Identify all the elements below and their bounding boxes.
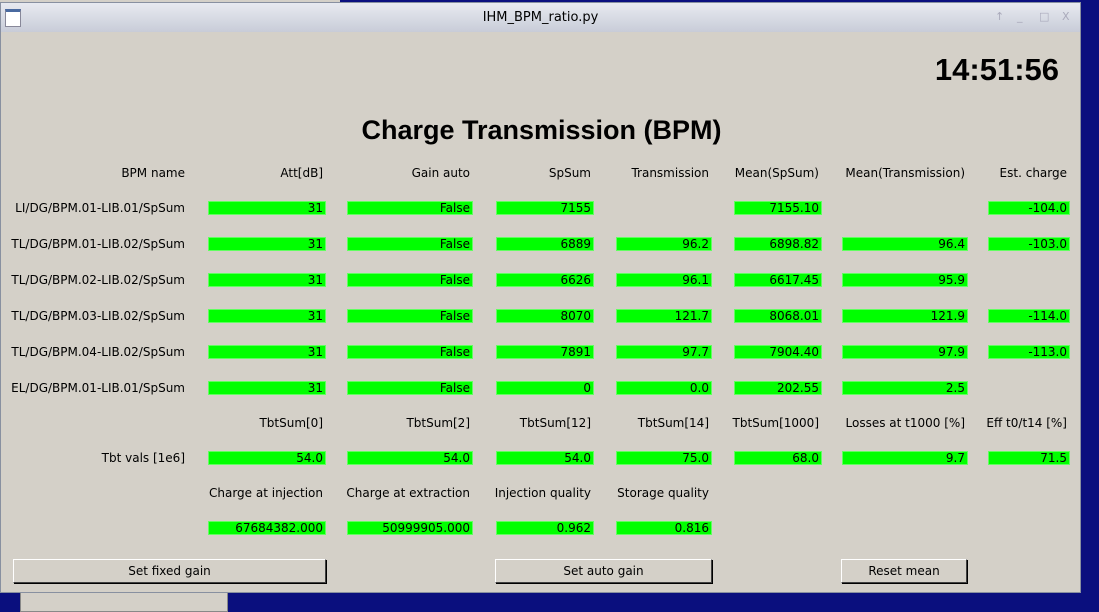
value-field: 8068.01 — [735, 310, 821, 322]
value-field: False — [348, 346, 472, 358]
background-window — [20, 590, 228, 612]
value-field: 0.0 — [617, 382, 711, 394]
column-header: Att[dB] — [280, 166, 323, 180]
column-header: SpSum — [548, 166, 591, 180]
tbt-value-field: 9.7 — [843, 452, 967, 464]
value-field: 31 — [209, 346, 325, 358]
value-field: 7891 — [497, 346, 593, 358]
value-field: 202.55 — [735, 382, 821, 394]
minimize-icon[interactable]: _ — [1017, 10, 1023, 23]
value-field: 31 — [209, 238, 325, 250]
bpm-name-label: TL/DG/BPM.04-LIB.02/SpSum — [11, 345, 185, 359]
value-field: False — [348, 274, 472, 286]
charge-value-field: 0.816 — [617, 522, 711, 534]
bpm-name-label: LI/DG/BPM.01-LIB.01/SpSum — [15, 201, 185, 215]
charge-value-field: 67684382.000 — [209, 522, 325, 534]
charge-value-field: 0.962 — [497, 522, 593, 534]
column-header: Gain auto — [411, 166, 470, 180]
value-field: False — [348, 202, 472, 214]
bpm-name-label: TL/DG/BPM.01-LIB.02/SpSum — [11, 237, 185, 251]
tbt-header: TbtSum[2] — [406, 416, 470, 430]
shade-icon[interactable]: ↑ — [995, 10, 1005, 23]
value-field: 31 — [209, 310, 325, 322]
bpm-name-label: EL/DG/BPM.01-LIB.01/SpSum — [11, 381, 185, 395]
column-header: BPM name — [121, 166, 185, 180]
value-field: 96.4 — [843, 238, 967, 250]
value-field: 31 — [209, 202, 325, 214]
bpm-name-label: TL/DG/BPM.02-LIB.02/SpSum — [11, 273, 185, 287]
title-bar[interactable]: IHM_BPM_ratio.py ↑ _ □ X — [1, 3, 1080, 32]
value-field: 31 — [209, 274, 325, 286]
tbt-header: Losses at t1000 [%] — [845, 416, 965, 430]
value-field: 31 — [209, 382, 325, 394]
value-field: 95.9 — [843, 274, 967, 286]
column-header: Mean(SpSum) — [734, 166, 819, 180]
value-field: 8070 — [497, 310, 593, 322]
tbt-value-field: 75.0 — [617, 452, 711, 464]
column-header: Transmission — [631, 166, 709, 180]
app-window: IHM_BPM_ratio.py ↑ _ □ X 14:51:56 Charge… — [0, 2, 1081, 593]
value-field: 6626 — [497, 274, 593, 286]
charge-header: Charge at injection — [209, 486, 323, 500]
column-header: Est. charge — [999, 166, 1067, 180]
charge-value-field: 50999905.000 — [348, 522, 472, 534]
tbt-header: TbtSum[1000] — [732, 416, 819, 430]
charge-header: Injection quality — [494, 486, 591, 500]
charge-header: Storage quality — [617, 486, 709, 500]
value-field: 0 — [497, 382, 593, 394]
value-field: 7904.40 — [735, 346, 821, 358]
value-field: -103.0 — [989, 238, 1069, 250]
value-field: 6617.45 — [735, 274, 821, 286]
value-field: 6898.82 — [735, 238, 821, 250]
bpm-name-label: TL/DG/BPM.03-LIB.02/SpSum — [11, 309, 185, 323]
tbt-value-field: 54.0 — [348, 452, 472, 464]
value-field: 7155.10 — [735, 202, 821, 214]
value-field: 121.9 — [843, 310, 967, 322]
background-window — [0, 0, 340, 3]
value-field: 97.7 — [617, 346, 711, 358]
tbt-value-field: 54.0 — [209, 452, 325, 464]
set-fixed-gain-button[interactable]: Set fixed gain — [13, 559, 326, 583]
value-field: 96.2 — [617, 238, 711, 250]
app-icon[interactable] — [5, 9, 21, 27]
tbt-row-label: Tbt vals [1e6] — [101, 451, 185, 465]
value-field: False — [348, 238, 472, 250]
tbt-header: TbtSum[14] — [637, 416, 709, 430]
value-field: 121.7 — [617, 310, 711, 322]
value-field: False — [348, 382, 472, 394]
value-field: 97.9 — [843, 346, 967, 358]
column-header: Mean(Transmission) — [845, 166, 965, 180]
set-auto-gain-button[interactable]: Set auto gain — [495, 559, 712, 583]
maximize-icon[interactable]: □ — [1039, 10, 1050, 23]
tbt-header: Eff t0/t14 [%] — [986, 416, 1067, 430]
charge-header: Charge at extraction — [346, 486, 470, 500]
tbt-header: TbtSum[0] — [259, 416, 323, 430]
reset-mean-button[interactable]: Reset mean — [841, 559, 967, 583]
value-field: -113.0 — [989, 346, 1069, 358]
value-field: 7155 — [497, 202, 593, 214]
tbt-header: TbtSum[12] — [519, 416, 591, 430]
value-field: 96.1 — [617, 274, 711, 286]
page-title: Charge Transmission (BPM) — [361, 115, 722, 145]
clock: 14:51:56 — [934, 52, 1059, 87]
window-title: IHM_BPM_ratio.py — [482, 10, 599, 25]
value-field: -114.0 — [989, 310, 1069, 322]
tbt-value-field: 68.0 — [735, 452, 821, 464]
value-field: 6889 — [497, 238, 593, 250]
value-field: 2.5 — [843, 382, 967, 394]
value-field: False — [348, 310, 472, 322]
close-icon[interactable]: X — [1062, 10, 1070, 23]
tbt-value-field: 71.5 — [989, 452, 1069, 464]
tbt-value-field: 54.0 — [497, 452, 593, 464]
value-field: -104.0 — [989, 202, 1069, 214]
